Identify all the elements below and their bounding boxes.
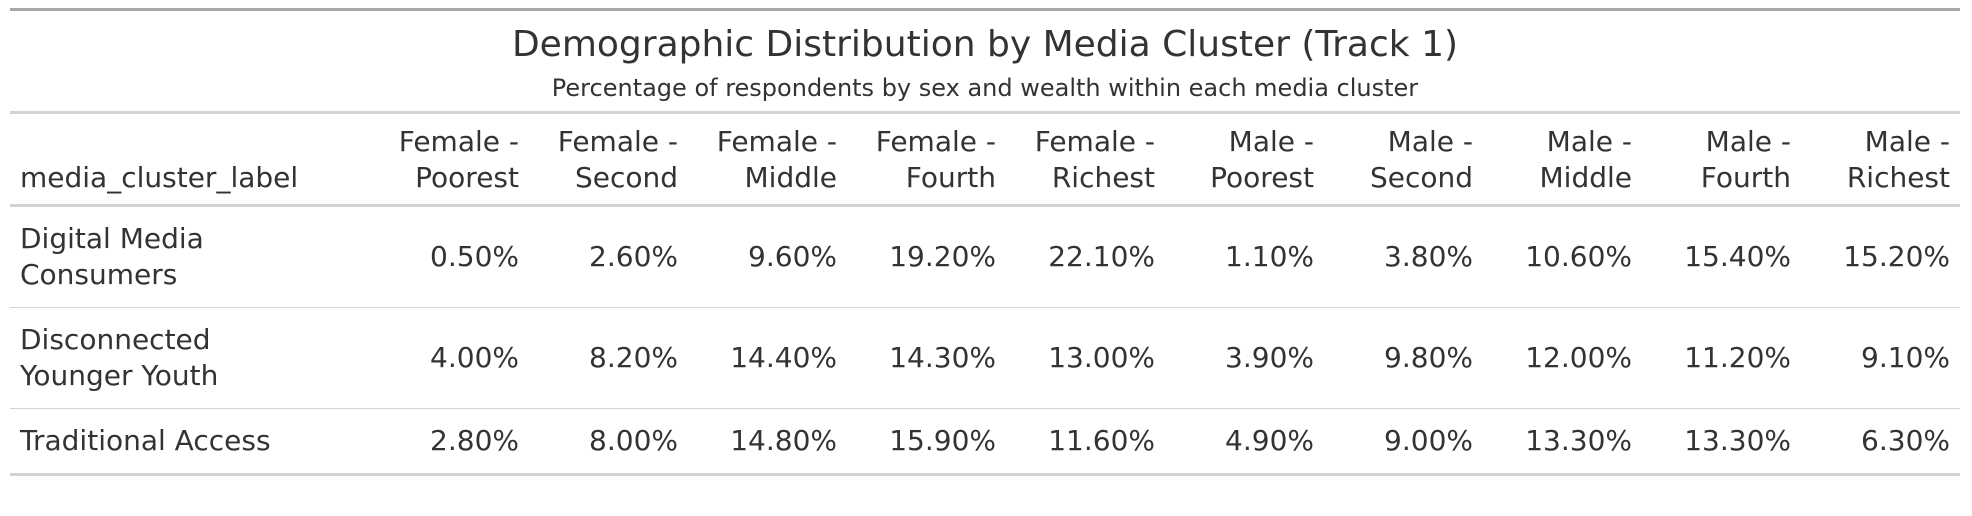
demographic-table: media_cluster_label Female - Poorest Fema…	[10, 111, 1960, 476]
data-table-container: Demographic Distribution by Media Cluste…	[10, 8, 1960, 476]
column-header: Female - Richest	[1006, 113, 1165, 206]
table-row: Traditional Access 2.80% 8.00% 14.80% 15…	[10, 408, 1960, 475]
column-header-line1: Female -	[557, 125, 678, 158]
table-cell: 15.20%	[1843, 240, 1950, 273]
column-header-line2: Second	[574, 161, 678, 194]
table-cell: 8.00%	[529, 408, 688, 475]
column-header: Female - Middle	[688, 113, 847, 206]
column-header-line1: Male -	[1228, 125, 1314, 158]
table-heading: Demographic Distribution by Media Cluste…	[10, 11, 1960, 111]
table-cell: 14.40%	[688, 307, 847, 409]
column-header-line1: Male -	[1546, 125, 1632, 158]
table-cell: 6.30%	[1801, 408, 1960, 475]
table-row: Disconnected Younger Youth 4.00% 8.20% 14…	[10, 307, 1960, 409]
table-title: Demographic Distribution by Media Cluste…	[511, 24, 1459, 65]
column-header: Male - Second	[1324, 113, 1483, 206]
row-label-line1: Traditional Access	[20, 424, 271, 457]
table-cell: 11.60%	[1006, 408, 1165, 475]
row-label-line1: Disconnected	[20, 323, 211, 356]
column-header-line1: Male -	[1705, 125, 1791, 158]
table-cell: 9.00%	[1324, 408, 1483, 475]
top-rule	[10, 8, 1960, 11]
column-header-line2: Middle	[744, 161, 838, 194]
table-cell: 13.30%	[1483, 408, 1642, 475]
row-label-line1: Digital Media	[20, 222, 204, 255]
table-cell: 14.80%	[688, 408, 847, 475]
table-subtitle: Percentage of respondents by sex and wea…	[551, 74, 1419, 102]
table-cell: 11.20%	[1642, 307, 1801, 409]
table-cell: 2.80%	[370, 408, 529, 475]
row-label-line2: Younger Youth	[20, 359, 219, 392]
column-header-line1: Male -	[1864, 125, 1950, 158]
table-cell: 13.30%	[1642, 408, 1801, 475]
row-label: Traditional Access	[10, 408, 370, 475]
table-cell: 10.60%	[1525, 240, 1632, 273]
table-row: Digital Media Consumers 0.50% 2.60% 9.60%…	[10, 206, 1960, 308]
table-cell: 12.00%	[1483, 307, 1642, 409]
row-label-line2: Consumers	[20, 258, 178, 291]
column-header-line2: Richest	[1051, 161, 1155, 194]
column-header-line2: Fourth	[1700, 161, 1791, 194]
table-cell: 9.60%	[748, 240, 837, 273]
table-cell: 19.20%	[889, 240, 996, 273]
column-header: Female - Fourth	[847, 113, 1006, 206]
column-header: Male - Richest	[1801, 113, 1960, 206]
column-header-line1: Male -	[1387, 125, 1473, 158]
table-cell: 22.10%	[1048, 240, 1155, 273]
table-cell: 15.40%	[1684, 240, 1791, 273]
column-header-line2: Richest	[1846, 161, 1950, 194]
column-header: Male - Poorest	[1165, 113, 1324, 206]
table-cell: 14.30%	[847, 307, 1006, 409]
column-header: Female - Second	[529, 113, 688, 206]
table-cell: 15.90%	[847, 408, 1006, 475]
table-cell: 4.90%	[1165, 408, 1324, 475]
row-label: Disconnected Younger Youth	[10, 307, 370, 409]
table-cell: 9.10%	[1801, 307, 1960, 409]
table-cell: 1.10%	[1225, 240, 1314, 273]
column-header-line2: Fourth	[905, 161, 996, 194]
column-header-line2: Poorest	[1210, 161, 1314, 194]
table-cell: 0.50%	[430, 240, 519, 273]
row-label: Digital Media Consumers	[10, 206, 370, 308]
column-header: Male - Middle	[1483, 113, 1642, 206]
column-header-line1: Female -	[875, 125, 996, 158]
column-header-line2: Second	[1369, 161, 1473, 194]
stub-header: media_cluster_label	[20, 161, 299, 194]
table-cell: 8.20%	[529, 307, 688, 409]
table-cell: 9.80%	[1324, 307, 1483, 409]
table-cell: 13.00%	[1006, 307, 1165, 409]
table-cell: 2.60%	[589, 240, 678, 273]
column-header-line1: Female -	[716, 125, 837, 158]
column-header-line2: Middle	[1539, 161, 1633, 194]
column-header-line1: Female -	[398, 125, 519, 158]
column-header-line1: Female -	[1034, 125, 1155, 158]
column-header: Male - Fourth	[1642, 113, 1801, 206]
table-cell: 4.00%	[370, 307, 529, 409]
table-cell: 3.90%	[1165, 307, 1324, 409]
header-row: media_cluster_label Female - Poorest Fema…	[10, 112, 1960, 206]
table-cell: 3.80%	[1384, 240, 1473, 273]
column-header-line2: Poorest	[415, 161, 519, 194]
column-header: Female - Poorest	[370, 113, 529, 206]
